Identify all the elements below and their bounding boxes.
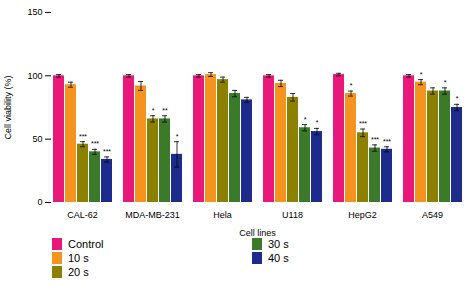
svg-text:100: 100 xyxy=(27,71,42,81)
svg-text:A549: A549 xyxy=(422,210,443,220)
svg-text:*: * xyxy=(350,82,353,89)
html-text:10 s: 10 s xyxy=(68,252,89,264)
svg-text:HepG2: HepG2 xyxy=(348,210,377,220)
svg-text:***: *** xyxy=(359,120,367,127)
svg-text:50: 50 xyxy=(32,134,42,144)
svg-text:150: 150 xyxy=(27,7,42,17)
svg-text:*: * xyxy=(316,119,319,126)
svg-text:MDA-MB-231: MDA-MB-231 xyxy=(125,210,180,220)
svg-text:***: *** xyxy=(371,136,379,143)
svg-text:***: *** xyxy=(91,140,99,147)
svg-text:***: *** xyxy=(103,148,111,155)
svg-text:Hela: Hela xyxy=(213,210,232,220)
svg-text:CAL-62: CAL-62 xyxy=(67,210,98,220)
html-text:40 s: 40 s xyxy=(268,252,289,264)
svg-text:*: * xyxy=(456,95,459,102)
svg-text:*: * xyxy=(304,116,307,123)
svg-text:***: *** xyxy=(383,138,391,145)
svg-text:*: * xyxy=(420,71,423,78)
svg-text:**: ** xyxy=(162,107,168,114)
html-text:20 s: 20 s xyxy=(68,266,89,278)
svg-text:U118: U118 xyxy=(282,210,303,220)
svg-text:*: * xyxy=(444,79,447,86)
svg-text:*: * xyxy=(176,133,179,140)
svg-text:*: * xyxy=(152,107,155,114)
svg-text:Cell viability (%): Cell viability (%) xyxy=(3,75,13,139)
svg-text:***: *** xyxy=(79,133,87,140)
svg-text:Cell lines: Cell lines xyxy=(239,228,276,238)
svg-text:0: 0 xyxy=(37,197,42,207)
html-text:Control: Control xyxy=(68,238,104,250)
html-text:30 s: 30 s xyxy=(268,238,289,250)
